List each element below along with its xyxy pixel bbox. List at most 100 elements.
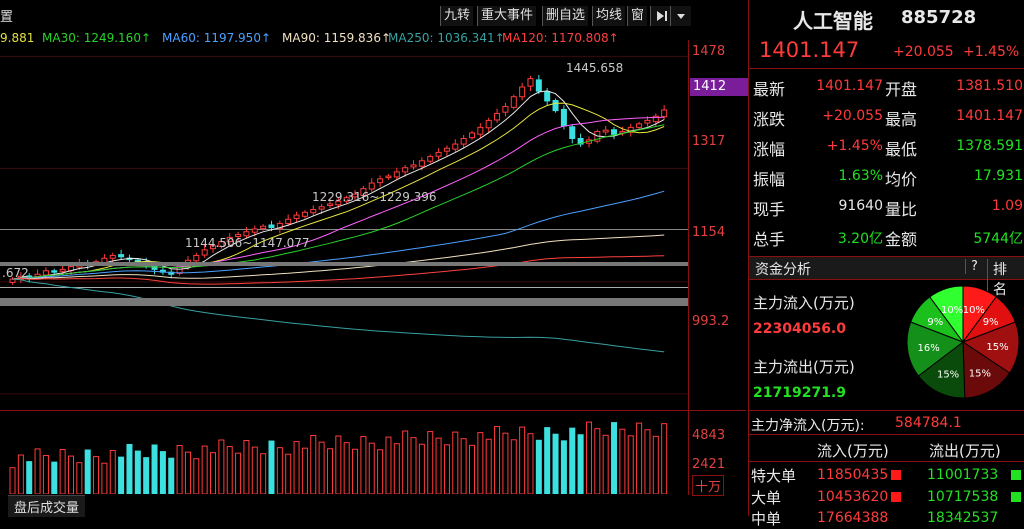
value-volume-ratio: 1.09 bbox=[991, 198, 1023, 214]
play-bar-icon[interactable] bbox=[650, 6, 673, 26]
chevron-down-icon[interactable] bbox=[670, 6, 691, 26]
tab-after-hours-volume[interactable]: 盘后成交量 bbox=[8, 495, 86, 517]
candle-body bbox=[293, 214, 300, 219]
candle-body bbox=[326, 203, 333, 206]
volume-bar bbox=[235, 452, 242, 494]
volume-bar bbox=[51, 461, 58, 494]
toolbar-button-remove-watchlist[interactable]: 删自选 bbox=[542, 6, 589, 26]
volume-bar bbox=[84, 449, 91, 494]
candle-body bbox=[109, 254, 116, 259]
pie-slice bbox=[962, 341, 1011, 399]
candle-body bbox=[535, 79, 542, 92]
volume-bar bbox=[109, 450, 116, 494]
value-pct: +1.45% bbox=[826, 138, 883, 154]
toolbar-button-major-events[interactable]: 重大事件 bbox=[477, 6, 537, 26]
volume-bar bbox=[310, 435, 317, 494]
volume-bar bbox=[427, 431, 434, 494]
volume-bar bbox=[494, 426, 501, 494]
volume-bar bbox=[184, 451, 191, 494]
candle-body bbox=[410, 164, 417, 168]
volume-bar bbox=[460, 438, 467, 494]
volume-bar bbox=[443, 444, 450, 494]
candle-body bbox=[377, 178, 384, 184]
table-row-inflow: 17664388 bbox=[817, 510, 889, 526]
value-latest: 1401.147 bbox=[816, 78, 883, 94]
volume-bar bbox=[468, 444, 476, 494]
toolbar-button-jiuzhuan[interactable]: 九转 bbox=[440, 6, 474, 26]
candle-body bbox=[42, 270, 49, 276]
volume-bar bbox=[619, 428, 626, 494]
volume-bar bbox=[9, 467, 16, 494]
candle-body bbox=[502, 105, 509, 113]
quote-row-total-hand: 总手 3.20亿 金额 5744亿 bbox=[749, 222, 1024, 252]
toolbar-button-window[interactable]: 窗 bbox=[627, 6, 648, 26]
stock-code: 885728 bbox=[901, 7, 977, 28]
pie-slice bbox=[961, 321, 1020, 374]
candle-body bbox=[560, 108, 567, 127]
quote-panel: 人工智能 885728 1401.147 +20.055 +1.45% 最新 1… bbox=[748, 0, 1024, 528]
help-button[interactable]: ? bbox=[965, 259, 983, 274]
ma-legend-ma30: MA30: 1249.160↑ bbox=[42, 31, 152, 45]
quote-row-current-hand: 现手 91640 量比 1.09 bbox=[749, 192, 1024, 222]
fund-analysis-header: 资金分析 ? 排名 bbox=[749, 256, 1024, 299]
candle-body bbox=[443, 147, 450, 152]
candle-body bbox=[636, 123, 643, 128]
label-amplitude: 振幅 bbox=[753, 170, 786, 189]
volume-bar bbox=[393, 443, 400, 494]
main-inflow-label: 主力流入(万元) bbox=[753, 294, 855, 312]
candle-body bbox=[210, 245, 217, 250]
net-inflow-value: 584784.1 bbox=[895, 415, 962, 431]
pie-slice-label: 15% bbox=[969, 368, 991, 379]
fund-flow-pie-chart: 10%9%15%15%15%16%9%10% bbox=[906, 285, 1020, 399]
candle-body bbox=[577, 138, 584, 145]
volume-bar bbox=[502, 432, 509, 494]
volume-bar bbox=[402, 430, 409, 494]
net-inflow-label: 主力净流入(万元): bbox=[751, 418, 865, 434]
value-amount: 5744亿 bbox=[973, 231, 1023, 247]
volume-bar bbox=[268, 440, 275, 494]
candle-body bbox=[193, 254, 200, 262]
candle-body bbox=[218, 241, 225, 248]
volume-chart[interactable] bbox=[0, 418, 688, 494]
ma-legend-ma120: MA120: 1170.808↑ bbox=[502, 31, 619, 45]
candle-body bbox=[343, 197, 350, 202]
table-row-label: 大单 bbox=[751, 489, 782, 507]
table-row-inflow: 10453620 bbox=[817, 489, 889, 505]
table-row-inflow: 11850435 bbox=[817, 467, 889, 483]
value-open: 1381.510 bbox=[956, 78, 1023, 94]
candlestick-chart[interactable] bbox=[0, 48, 688, 410]
candle-body bbox=[201, 249, 208, 256]
moving-average-line bbox=[12, 234, 665, 280]
volume-bar bbox=[34, 448, 41, 494]
volume-bar bbox=[326, 448, 333, 494]
volume-bar bbox=[159, 451, 166, 494]
moving-average-line bbox=[12, 255, 665, 285]
volume-bar bbox=[352, 448, 359, 494]
quote-row-pct: 涨幅 +1.45% 最低 1378.591 bbox=[749, 132, 1024, 162]
kline-chart-area[interactable]: 置 九转 重大事件 删自选 均线 窗 9.881 MA30: 1249.160↑… bbox=[0, 0, 749, 517]
volume-bar bbox=[435, 437, 442, 494]
candle-body bbox=[318, 206, 325, 210]
price-tick-1478: 1478 bbox=[692, 44, 726, 59]
value-total-hand: 3.20亿 bbox=[837, 231, 883, 247]
volume-bar bbox=[101, 462, 108, 494]
volume-bar bbox=[193, 458, 200, 494]
label-open: 开盘 bbox=[885, 80, 918, 99]
moving-average-line bbox=[12, 90, 665, 280]
volume-bar bbox=[93, 456, 100, 494]
moving-average-line bbox=[12, 190, 665, 280]
candle-body bbox=[335, 200, 342, 206]
toolbar-button-moving-average[interactable]: 均线 bbox=[592, 6, 626, 26]
candle-body bbox=[59, 268, 66, 272]
label-latest: 最新 bbox=[753, 80, 786, 99]
outflow-marker bbox=[1011, 492, 1021, 502]
candle-body bbox=[468, 132, 476, 139]
candle-body bbox=[243, 231, 250, 237]
rank-button[interactable]: 排名 bbox=[987, 259, 1024, 299]
grey-band-2 bbox=[0, 298, 688, 306]
moving-average-line bbox=[12, 278, 665, 353]
volume-bar bbox=[418, 443, 425, 494]
candle-body bbox=[611, 129, 618, 135]
candle-body bbox=[527, 78, 534, 87]
candle-body bbox=[569, 126, 576, 140]
